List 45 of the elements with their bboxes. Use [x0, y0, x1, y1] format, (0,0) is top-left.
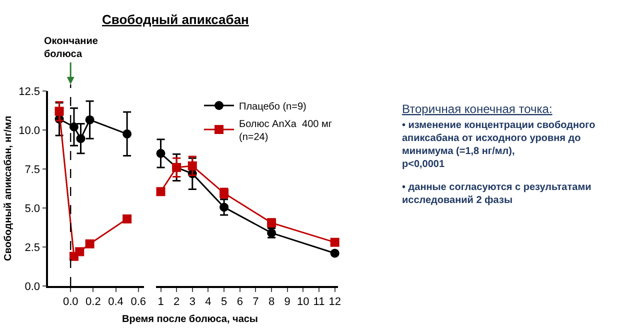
- point: [85, 239, 94, 248]
- x-tick-label: 0.2: [86, 296, 101, 308]
- point: [76, 134, 86, 144]
- x-tick-label: 3: [189, 296, 196, 308]
- x-tick-label: 2: [174, 296, 180, 308]
- text: • данные согласуются с результатами исследований 2 фазы: [402, 182, 592, 206]
- text: • изменение концентрации свободного апиксабана от исходного уровня до минимума (=1,8 нг/мл), p<0,0001: [402, 120, 596, 170]
- x-axis-title: Время после болюса, часы: [122, 314, 258, 325]
- x-tick-label: 1: [158, 296, 164, 308]
- y-tick-label: 7.5: [24, 164, 40, 176]
- x-tick-label: 10: [297, 296, 310, 308]
- legend-label: Болюс AnXa 400 мг (n=24): [239, 118, 332, 143]
- point: [85, 115, 94, 124]
- point: [188, 161, 197, 170]
- y-tick-label: 10.0: [18, 124, 40, 137]
- x-tick-label: 11: [313, 296, 325, 308]
- x-tick-label: 12: [328, 296, 341, 308]
- point: [75, 247, 84, 256]
- x-tick-label: 7: [252, 296, 259, 308]
- point: [330, 248, 340, 258]
- x-tick-label: 8: [268, 296, 275, 308]
- point: [69, 122, 78, 132]
- x-tick-label: 5: [220, 296, 228, 308]
- point: [156, 148, 166, 158]
- x-tick-label: 4: [205, 296, 212, 308]
- text: Свободный апиксабан: [102, 12, 249, 27]
- x-tick-label: 0.6: [130, 296, 146, 308]
- text: Вторичная конечная точка:: [402, 102, 552, 116]
- x-tick-label: 9: [284, 296, 290, 308]
- legend-label: Плацебо (n=9): [239, 101, 306, 112]
- y-tick-label: 12.5: [18, 86, 40, 98]
- point: [122, 214, 132, 224]
- y-tick-label: 2.5: [24, 242, 40, 254]
- y-axis-title: Свободный апиксабан, нг/мл: [3, 116, 14, 261]
- point: [54, 106, 64, 116]
- ref-line-label: Окончание болюса: [44, 36, 98, 60]
- x-tick-label: 0.0: [62, 296, 78, 308]
- point: [156, 187, 166, 196]
- x-tick-label: 0.4: [108, 296, 124, 308]
- point: [122, 129, 132, 138]
- point: [330, 238, 340, 247]
- x-tick-label: 6: [236, 296, 243, 308]
- y-tick-label: 5.0: [24, 202, 40, 215]
- point: [220, 202, 229, 212]
- y-tick-label: 0.0: [24, 280, 40, 293]
